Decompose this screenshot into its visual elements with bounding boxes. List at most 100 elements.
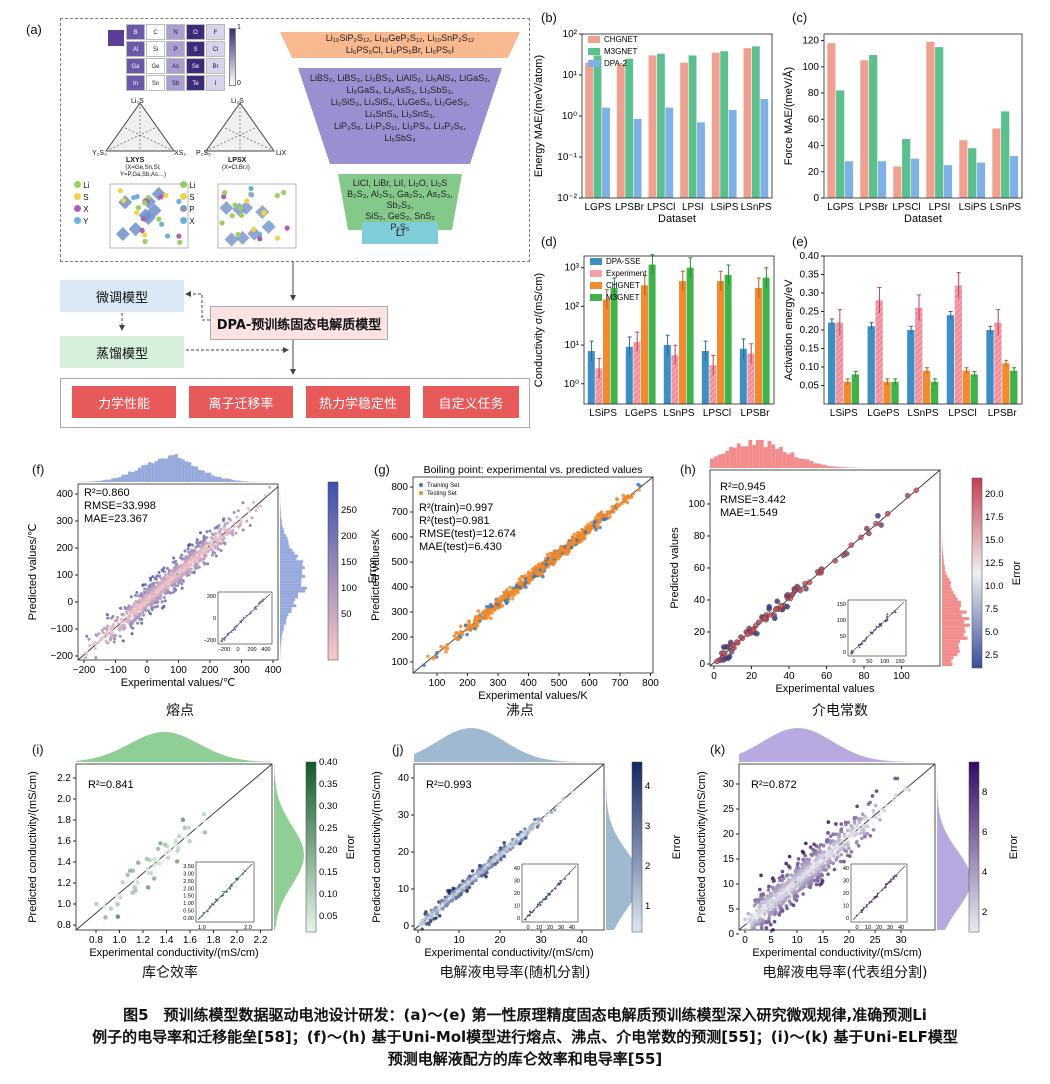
data-point bbox=[155, 574, 159, 578]
data-point bbox=[798, 882, 802, 886]
legend-label: DPA-2 bbox=[604, 59, 628, 68]
data-point bbox=[228, 529, 232, 533]
data-point bbox=[153, 605, 157, 609]
data-point bbox=[186, 547, 190, 551]
data-point bbox=[544, 813, 548, 818]
colorbar bbox=[327, 481, 339, 661]
data-point bbox=[162, 596, 166, 600]
data-point bbox=[137, 607, 141, 611]
inset-x-tick-label: 50 bbox=[866, 659, 872, 665]
plot-frame bbox=[583, 255, 775, 405]
category-label: LPSCl bbox=[647, 202, 675, 213]
plot-frame bbox=[412, 476, 654, 674]
data-point bbox=[546, 810, 551, 814]
atom bbox=[268, 222, 274, 228]
data-point bbox=[523, 827, 527, 831]
inset-point bbox=[857, 643, 860, 646]
bar bbox=[910, 158, 920, 198]
bar bbox=[835, 322, 844, 404]
bar bbox=[869, 54, 878, 198]
data-point bbox=[180, 586, 184, 590]
data-point bbox=[856, 816, 861, 821]
inset-point bbox=[206, 910, 209, 913]
data-point bbox=[239, 520, 243, 524]
inset-point bbox=[258, 602, 261, 605]
data-point bbox=[508, 847, 512, 852]
data-point bbox=[455, 889, 460, 894]
data-point bbox=[813, 850, 818, 854]
colorbar-tick-label: 10.0 bbox=[985, 581, 1004, 592]
periodic-cell: Sb bbox=[166, 75, 185, 91]
marginal-y-bar bbox=[942, 597, 958, 601]
inset-point bbox=[242, 616, 245, 619]
atom bbox=[244, 198, 250, 204]
inset-point bbox=[221, 894, 224, 897]
marginal-x-bar bbox=[782, 452, 787, 468]
data-point bbox=[832, 557, 838, 564]
inset-point bbox=[892, 877, 895, 880]
data-point bbox=[830, 847, 835, 851]
data-point bbox=[755, 912, 760, 916]
data-point bbox=[157, 596, 161, 600]
bar bbox=[701, 351, 709, 404]
marginal-y-bar bbox=[942, 630, 966, 634]
data-point bbox=[903, 788, 908, 792]
data-point bbox=[188, 553, 192, 557]
data-point bbox=[475, 871, 479, 875]
x-tick-label: 800 bbox=[642, 678, 659, 689]
data-point bbox=[904, 492, 911, 499]
atom bbox=[134, 209, 140, 216]
inset-x-tick-label: 100 bbox=[880, 659, 889, 665]
inset-point bbox=[554, 887, 557, 890]
bar bbox=[844, 161, 854, 198]
bar bbox=[1001, 111, 1010, 198]
data-point bbox=[720, 644, 727, 650]
data-point bbox=[878, 522, 884, 528]
marginal-x-bar bbox=[771, 444, 776, 468]
marginal-x-bar bbox=[809, 460, 814, 468]
data-point bbox=[870, 794, 875, 798]
data-point bbox=[93, 646, 97, 650]
data-point bbox=[811, 865, 815, 869]
data-point bbox=[837, 837, 841, 842]
data-point bbox=[180, 582, 184, 586]
y-axis-label: Predicted values/K bbox=[370, 528, 382, 620]
data-point bbox=[181, 572, 185, 576]
inset-y-tick-label: 2.00 bbox=[183, 886, 194, 892]
data-point bbox=[187, 550, 191, 554]
data-point bbox=[94, 656, 98, 660]
bar bbox=[930, 381, 939, 404]
atom bbox=[284, 225, 290, 231]
bar bbox=[625, 346, 633, 404]
data-point bbox=[143, 608, 147, 612]
y-tick-label: 10⁰ bbox=[564, 379, 579, 390]
data-point bbox=[758, 887, 762, 892]
marginal-y-bar bbox=[942, 571, 946, 575]
data-point bbox=[875, 512, 881, 519]
data-point bbox=[807, 884, 811, 889]
data-point bbox=[184, 560, 188, 564]
atom bbox=[238, 212, 245, 218]
data-point bbox=[213, 546, 217, 550]
colorbar-tick-label: 250 bbox=[341, 505, 357, 516]
data-point bbox=[214, 537, 218, 541]
tetrahedron bbox=[128, 222, 143, 237]
inset-point bbox=[876, 892, 879, 895]
data-point bbox=[772, 890, 777, 894]
marginal-x-bar bbox=[131, 471, 135, 482]
funnel-diagram bbox=[280, 32, 520, 230]
marginal-x-bar bbox=[168, 455, 172, 482]
data-point bbox=[527, 828, 532, 832]
data-point bbox=[210, 532, 214, 536]
tetrahedron bbox=[147, 203, 162, 218]
marginal-y-bar bbox=[942, 613, 962, 617]
marginal-x-bar bbox=[118, 477, 122, 482]
bar bbox=[946, 315, 955, 404]
data-point bbox=[184, 565, 188, 569]
marginal-y-bar bbox=[280, 577, 302, 581]
legend-swatch bbox=[590, 258, 602, 265]
bar bbox=[648, 55, 657, 198]
marginal-y-bar bbox=[942, 600, 961, 604]
data-point bbox=[232, 521, 236, 525]
data-point bbox=[121, 639, 125, 643]
